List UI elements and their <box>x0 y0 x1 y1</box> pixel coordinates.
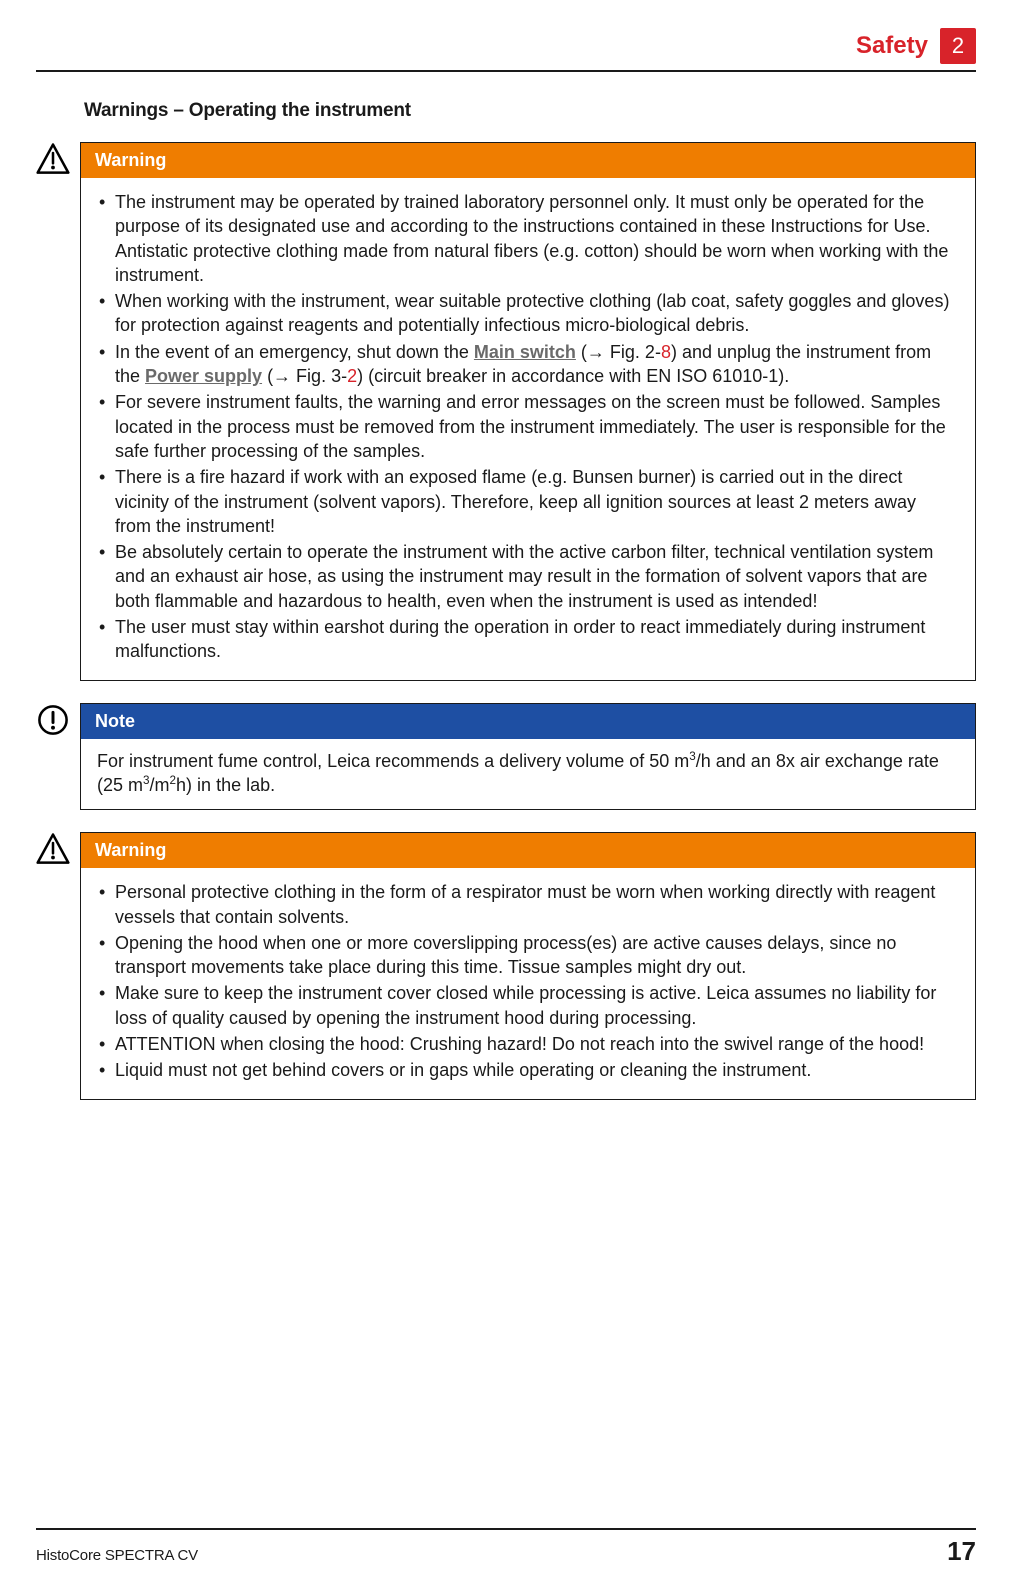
warning-box-1: Warning The instrument may be operated b… <box>36 142 976 681</box>
note-box-frame: Note For instrument fume control, Leica … <box>80 703 976 811</box>
chapter-number: 2 <box>952 33 964 59</box>
note-box-body: For instrument fume control, Leica recom… <box>81 739 975 810</box>
list-item: There is a fire hazard if work with an e… <box>99 465 957 538</box>
warning-box-2-body: Personal protective clothing in the form… <box>81 868 975 1098</box>
fig-ref-num: 8 <box>661 342 671 362</box>
text: In the event of an emergency, shut down … <box>115 342 474 362</box>
note-box-header: Note <box>81 704 975 739</box>
list-item: ATTENTION when closing the hood: Crushin… <box>99 1032 957 1056</box>
list-item: Personal protective clothing in the form… <box>99 880 957 929</box>
main-switch-link[interactable]: Main switch <box>474 342 576 362</box>
section-heading: Warnings – Operating the instrument <box>84 100 976 122</box>
warning-triangle-icon <box>36 832 70 866</box>
warning-triangle-icon <box>36 142 70 176</box>
footer-page-number: 17 <box>947 1536 976 1567</box>
warning-box-2-frame: Warning Personal protective clothing in … <box>80 832 976 1099</box>
header-rule <box>36 70 976 72</box>
text: h) in the lab. <box>176 775 275 795</box>
list-item: Be absolutely certain to operate the ins… <box>99 540 957 613</box>
list-item: Make sure to keep the instrument cover c… <box>99 981 957 1030</box>
list-item: In the event of an emergency, shut down … <box>99 340 957 389</box>
list-item: Opening the hood when one or more covers… <box>99 931 957 980</box>
power-supply-link[interactable]: Power supply <box>145 366 262 386</box>
page-header: Safety 2 <box>36 28 976 64</box>
fig-ref-num: 2 <box>347 366 357 386</box>
fig-ref: (→ Fig. 3 <box>262 366 341 386</box>
note-circle-icon <box>36 703 70 737</box>
warning-box-2: Warning Personal protective clothing in … <box>36 832 976 1099</box>
list-item: The user must stay within earshot during… <box>99 615 957 664</box>
note-box: Note For instrument fume control, Leica … <box>36 703 976 811</box>
list-item: The instrument may be operated by traine… <box>99 190 957 287</box>
chapter-badge: 2 <box>940 28 976 64</box>
list-item: For severe instrument faults, the warnin… <box>99 390 957 463</box>
text: For instrument fume control, Leica recom… <box>97 751 689 771</box>
warning-box-2-header: Warning <box>81 833 975 868</box>
text: /m <box>150 775 170 795</box>
section-title: Safety <box>856 32 928 60</box>
footer-product: HistoCore SPECTRA CV <box>36 1547 198 1564</box>
page-footer: HistoCore SPECTRA CV 17 <box>36 1528 976 1567</box>
warning-box-1-header: Warning <box>81 143 975 178</box>
list-item: When working with the instrument, wear s… <box>99 289 957 338</box>
warning-box-1-body: The instrument may be operated by traine… <box>81 178 975 680</box>
footer-rule <box>36 1528 976 1530</box>
fig-ref: (→ Fig. 2 <box>576 342 655 362</box>
warning-box-1-frame: Warning The instrument may be operated b… <box>80 142 976 681</box>
list-item: Liquid must not get behind covers or in … <box>99 1058 957 1082</box>
text: ) (circuit breaker in accordance with EN… <box>357 366 789 386</box>
